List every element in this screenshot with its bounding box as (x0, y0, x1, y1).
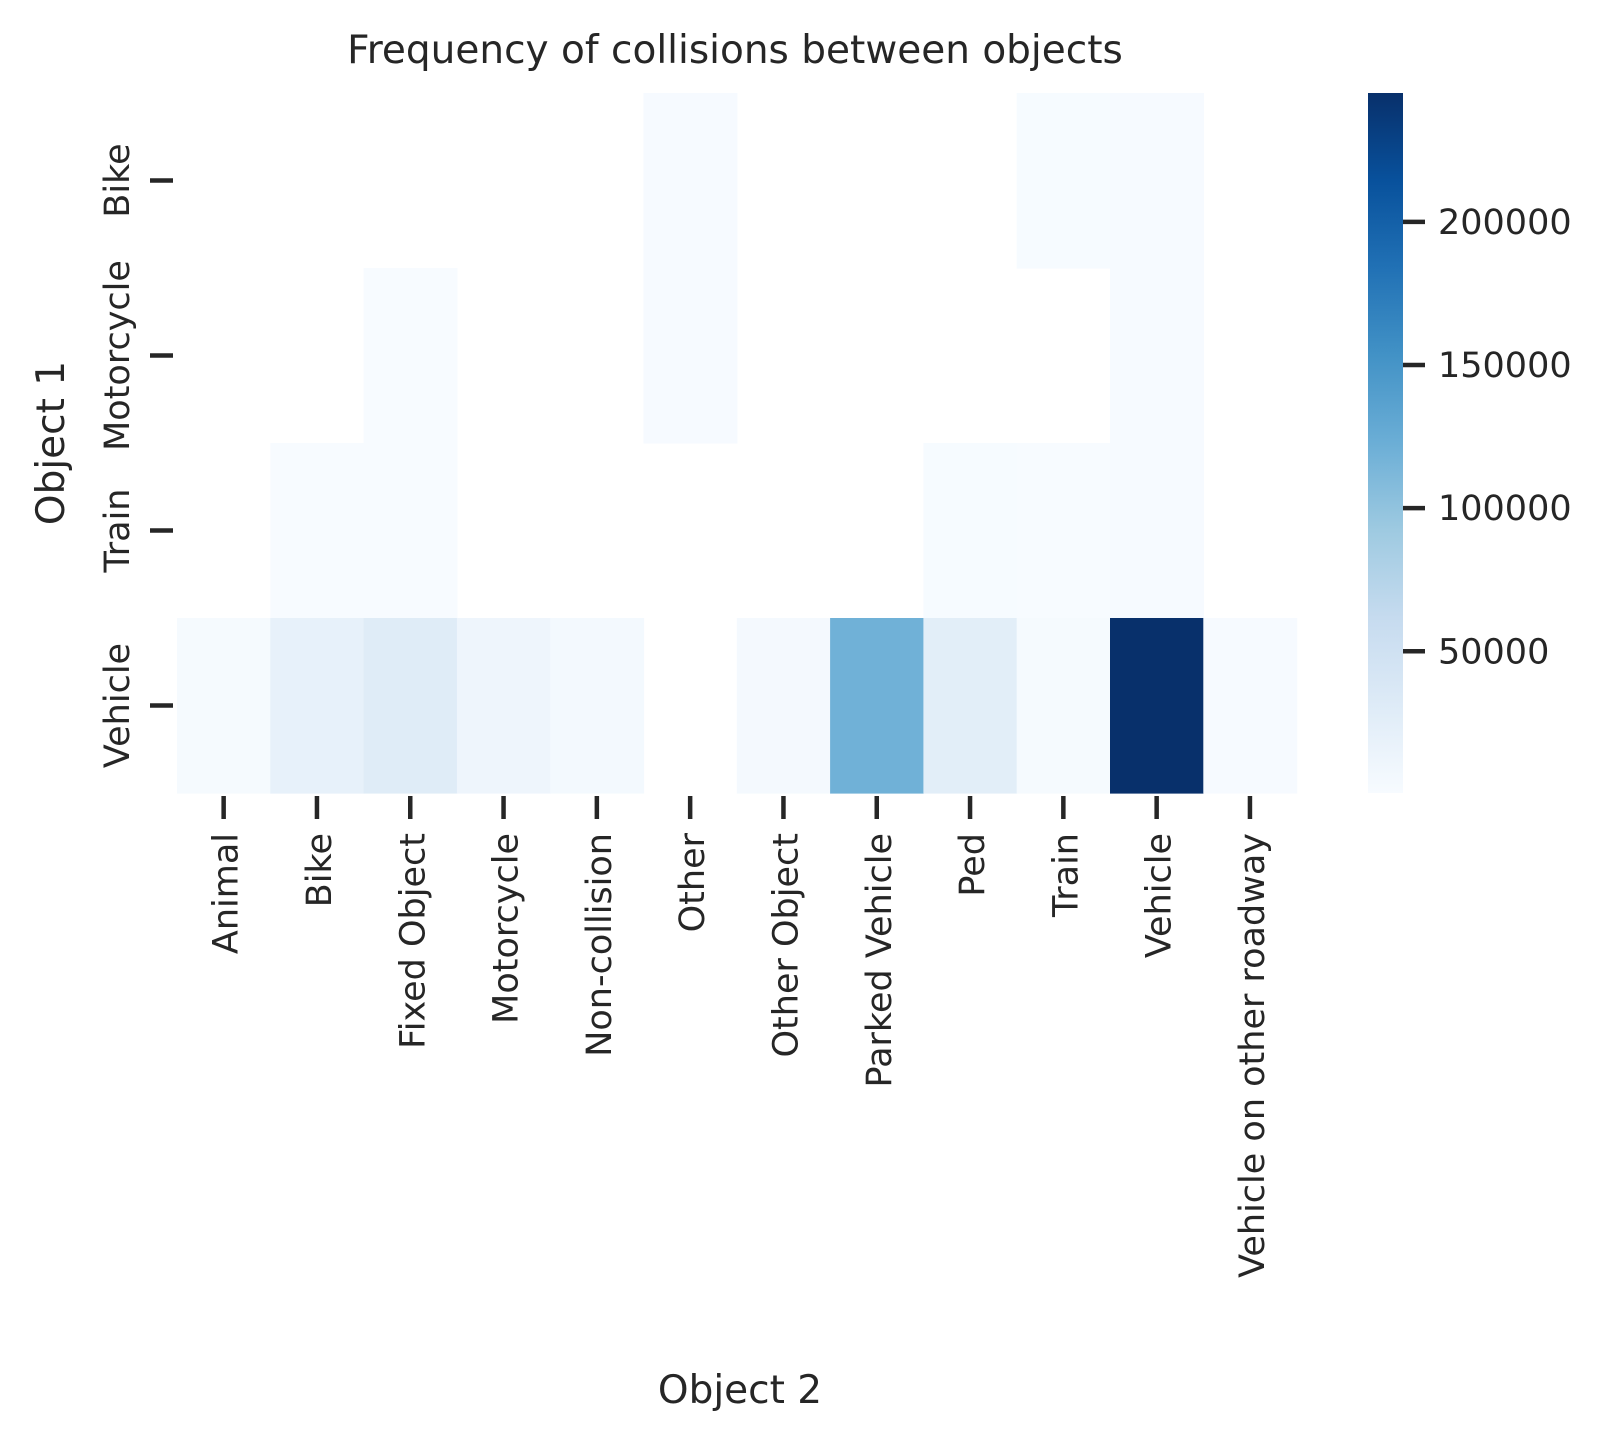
x-tick-label: Ped (953, 833, 993, 897)
x-tick-label: Fixed Object (393, 833, 433, 1049)
heatmap-cell (270, 443, 365, 619)
x-tick-label: Bike (300, 833, 340, 907)
heatmap-cell (923, 618, 1018, 794)
heatmap-cell (363, 268, 458, 444)
heatmap-cell (1110, 443, 1204, 619)
heatmap-cell (643, 268, 738, 444)
y-tick-label: Bike (98, 143, 138, 217)
heatmap-cells (177, 93, 1298, 794)
heatmap-cell (830, 618, 924, 794)
x-tick-label: Other (673, 832, 713, 932)
colorbar-ticks: 50000 100000 150000 200000 (1403, 203, 1572, 672)
heatmap-cell (363, 618, 458, 794)
heatmap-cell (363, 443, 458, 619)
colorbar-tick-label: 200000 (1438, 203, 1572, 243)
x-tick-label: Other Object (766, 833, 806, 1058)
x-tick-label: Non-collision (580, 833, 620, 1057)
colorbar-tick-label: 50000 (1438, 632, 1549, 672)
y-tick-label: Train (98, 489, 138, 574)
x-tick-label: Train (1046, 833, 1086, 918)
heatmap-cell (1203, 618, 1298, 794)
heatmap-cell (270, 618, 365, 794)
heatmap-cell (923, 443, 1018, 619)
y-axis-label: Object 1 (29, 361, 74, 525)
x-tick-label: Motorcycle (487, 833, 527, 1024)
heatmap-cell (456, 618, 551, 794)
heatmap-cell (1110, 268, 1204, 444)
chart-title: Frequency of collisions between objects (347, 28, 1123, 73)
heatmap-cell (1016, 93, 1111, 269)
heatmap-cell (1016, 618, 1111, 794)
heatmap-cell (1016, 443, 1111, 619)
heatmap-cell (736, 618, 831, 794)
heatmap-cell (1110, 618, 1204, 794)
y-tick-label: Vehicle (98, 643, 138, 768)
x-tick-label: Vehicle (1140, 833, 1180, 958)
x-tick-label: Vehicle on other roadway (1233, 833, 1273, 1278)
colorbar-tick-label: 150000 (1438, 346, 1572, 386)
colorbar (1368, 93, 1403, 793)
x-tick-label: Parked Vehicle (860, 833, 900, 1087)
y-axis: Bike Motorcycle Train Vehicle (98, 143, 173, 768)
heatmap-cell (1110, 93, 1204, 269)
y-tick-label: Motorcycle (98, 260, 138, 451)
x-axis: Animal Bike Fixed Object Motorcycle Non-coll… (207, 796, 1273, 1278)
x-tick-label: Animal (207, 833, 247, 954)
heatmap-cell (177, 618, 271, 794)
colorbar-tick-label: 100000 (1438, 489, 1572, 529)
heatmap-cell (643, 93, 738, 269)
heatmap-cell (550, 618, 645, 794)
x-axis-label: Object 2 (658, 1368, 822, 1413)
